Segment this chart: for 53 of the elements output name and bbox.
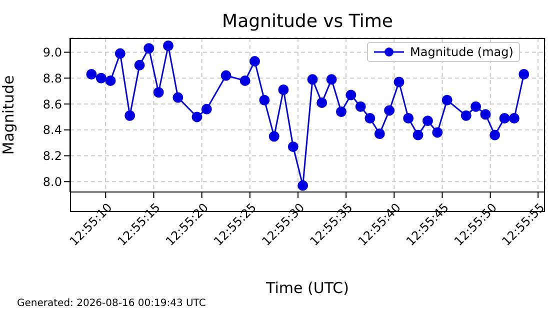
point xyxy=(259,94,270,106)
point xyxy=(268,131,280,142)
point xyxy=(96,72,106,84)
point xyxy=(172,92,184,103)
point xyxy=(412,130,424,140)
point xyxy=(403,112,414,124)
point xyxy=(144,43,154,54)
point xyxy=(201,104,212,114)
point xyxy=(422,116,433,126)
point xyxy=(153,87,164,98)
point xyxy=(86,68,97,80)
point xyxy=(460,110,472,121)
y-tick-label: 8.8 xyxy=(42,71,62,86)
point xyxy=(442,94,452,106)
point xyxy=(192,112,202,122)
y-tick-label: 9.0 xyxy=(42,45,62,60)
point xyxy=(508,112,520,124)
point xyxy=(240,75,250,86)
y-tick-label: 8.2 xyxy=(42,149,62,164)
point xyxy=(288,141,298,152)
point xyxy=(114,48,126,59)
y-tick-label: 8.0 xyxy=(42,174,62,189)
point xyxy=(278,84,289,96)
point xyxy=(364,112,376,124)
point xyxy=(355,101,366,112)
y-tick-label: 8.4 xyxy=(42,123,62,138)
point xyxy=(249,56,260,67)
point xyxy=(298,180,308,191)
point xyxy=(220,70,232,81)
point xyxy=(336,106,346,118)
point xyxy=(432,127,443,138)
legend-label: Magnitude (mag) xyxy=(410,45,514,59)
point xyxy=(470,101,482,112)
chart-title: Magnitude vs Time xyxy=(221,11,394,32)
point xyxy=(384,105,395,116)
y-tick-label: 8.6 xyxy=(42,97,62,112)
point xyxy=(105,75,116,86)
y-axis-title: Magnitude xyxy=(0,75,18,155)
point xyxy=(307,74,318,85)
point xyxy=(124,110,136,121)
point xyxy=(480,109,491,120)
text: Generated: 2026-08-16 00:19:43 UTC xyxy=(17,298,206,309)
point xyxy=(394,76,404,88)
point xyxy=(326,74,337,85)
point xyxy=(374,128,385,140)
point xyxy=(346,90,356,100)
point xyxy=(499,112,510,124)
point xyxy=(316,97,328,108)
point xyxy=(518,68,530,80)
point xyxy=(490,130,500,140)
x-axis-title: Time (UTC) xyxy=(265,279,350,297)
point xyxy=(163,40,174,52)
point xyxy=(134,60,145,70)
